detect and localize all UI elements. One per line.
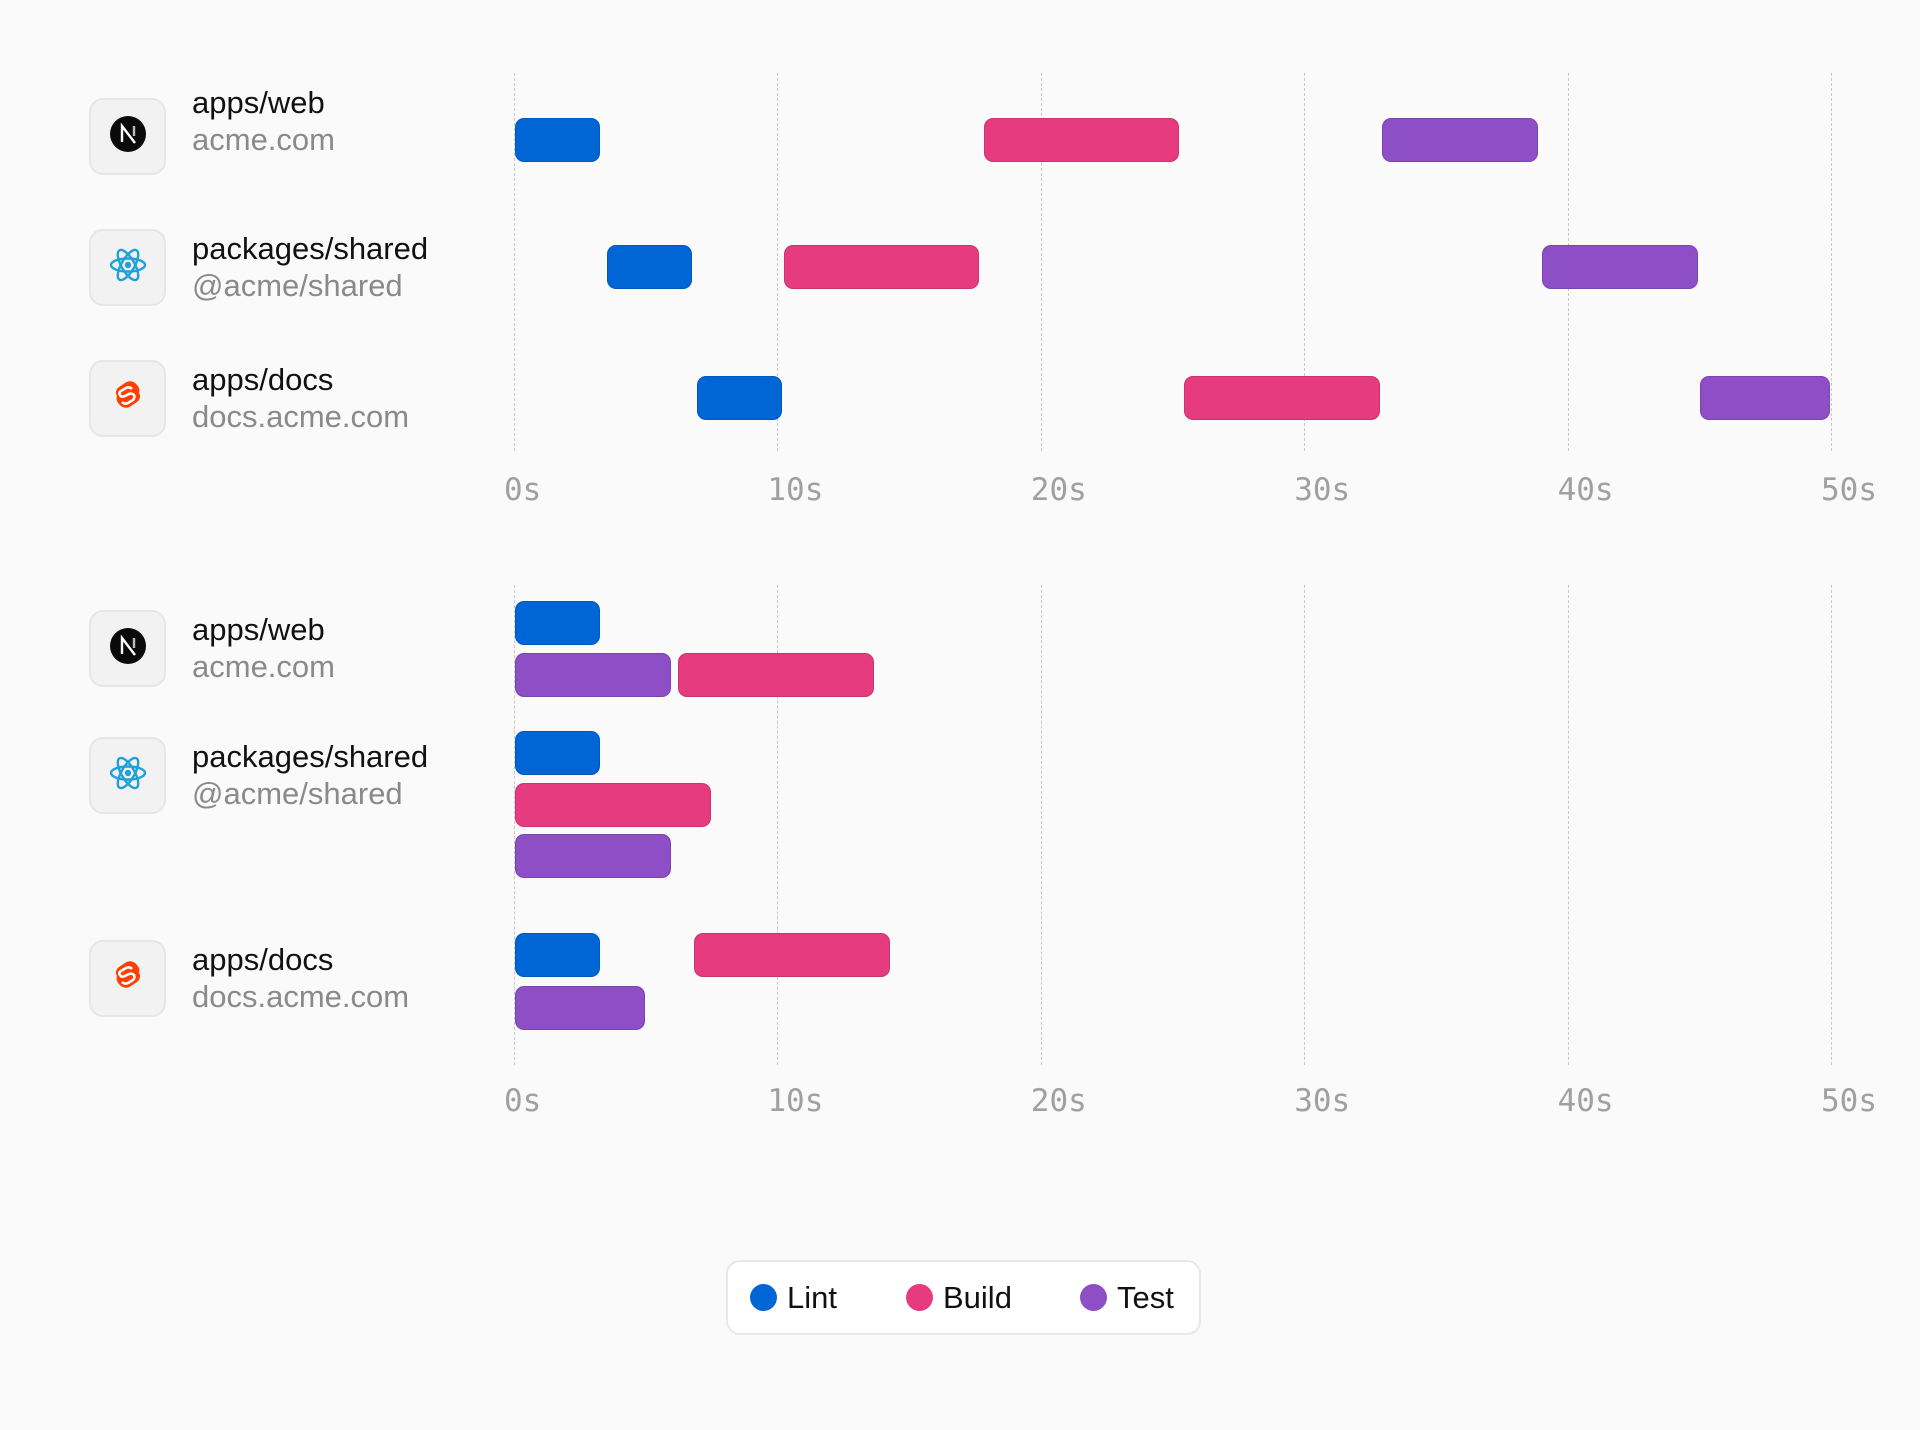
x-tick-label: 30s — [1294, 472, 1351, 508]
gridline — [1831, 585, 1832, 1065]
nextjs-icon — [109, 115, 147, 158]
bar-build — [783, 245, 980, 289]
project-icon-box — [89, 360, 166, 437]
project-name: apps/docs — [192, 942, 334, 977]
legend-label: Build — [943, 1279, 1012, 1315]
react-icon — [108, 245, 148, 290]
project-subtitle: docs.acme.com — [192, 399, 410, 434]
x-tick-label: 40s — [1557, 472, 1614, 508]
project-icon-box — [89, 940, 166, 1017]
bar-build — [678, 653, 874, 697]
gridline — [1040, 585, 1042, 1065]
bar-lint — [515, 731, 600, 775]
bar-test — [1542, 245, 1699, 289]
gridline — [1831, 73, 1832, 451]
bar-test — [515, 834, 672, 878]
x-tick-label: 20s — [1030, 472, 1087, 508]
x-tick-label: 30s — [1294, 1083, 1351, 1119]
bar-build — [694, 933, 890, 977]
react-icon — [108, 753, 148, 798]
x-tick-label: 50s — [1821, 472, 1877, 508]
legend-dot-lint — [750, 1284, 777, 1311]
project-subtitle: docs.acme.com — [192, 979, 410, 1014]
legend-dot-test — [1080, 1284, 1107, 1311]
project-icon-box — [89, 98, 166, 175]
bar-lint — [607, 245, 693, 289]
svelte-icon — [110, 956, 146, 1001]
bar-lint — [515, 118, 600, 162]
nextjs-icon — [109, 627, 147, 670]
bar-test — [515, 986, 645, 1030]
bar-lint — [696, 376, 782, 420]
bar-build — [983, 118, 1180, 162]
gridline — [514, 73, 515, 451]
legend-label: Test — [1117, 1279, 1174, 1315]
gridline — [1040, 73, 1042, 451]
bar-lint — [515, 601, 600, 645]
project-icon-box — [89, 737, 166, 814]
project-icon-box — [89, 229, 166, 306]
gridline — [777, 73, 779, 451]
project-subtitle: @acme/shared — [192, 776, 403, 811]
project-icon-box — [89, 610, 166, 687]
legend-dot-build — [906, 1284, 933, 1311]
x-tick-label: 50s — [1821, 1083, 1877, 1119]
bar-test — [1700, 376, 1830, 420]
legend-item-build: Build — [906, 1262, 1012, 1333]
legend-label: Lint — [787, 1279, 837, 1315]
bar-test — [515, 653, 672, 697]
project-subtitle: acme.com — [192, 122, 335, 157]
bar-lint — [515, 933, 600, 977]
project-name: packages/shared — [192, 739, 429, 774]
bar-build — [515, 783, 711, 827]
x-tick-label: 0s — [504, 472, 542, 508]
gridline — [777, 585, 779, 1065]
project-subtitle: @acme/shared — [192, 268, 403, 303]
gridline — [1567, 585, 1569, 1065]
x-tick-label: 20s — [1030, 1083, 1087, 1119]
project-subtitle: acme.com — [192, 649, 335, 684]
x-tick-label: 0s — [504, 1083, 542, 1119]
project-name: apps/web — [192, 85, 325, 120]
gridline — [514, 585, 515, 1065]
legend-item-test: Test — [1080, 1262, 1174, 1333]
legend: Lint Build Test — [726, 1260, 1201, 1335]
bar-build — [1184, 376, 1380, 420]
legend-item-lint: Lint — [750, 1262, 837, 1333]
bar-test — [1381, 118, 1538, 162]
x-tick-label: 10s — [767, 1083, 824, 1119]
gridline — [1304, 73, 1306, 451]
svelte-icon — [110, 376, 146, 421]
gridline — [1304, 585, 1306, 1065]
project-name: apps/web — [192, 612, 325, 647]
x-tick-label: 10s — [767, 472, 824, 508]
x-tick-label: 40s — [1557, 1083, 1614, 1119]
project-name: apps/docs — [192, 362, 334, 397]
project-name: packages/shared — [192, 231, 429, 266]
